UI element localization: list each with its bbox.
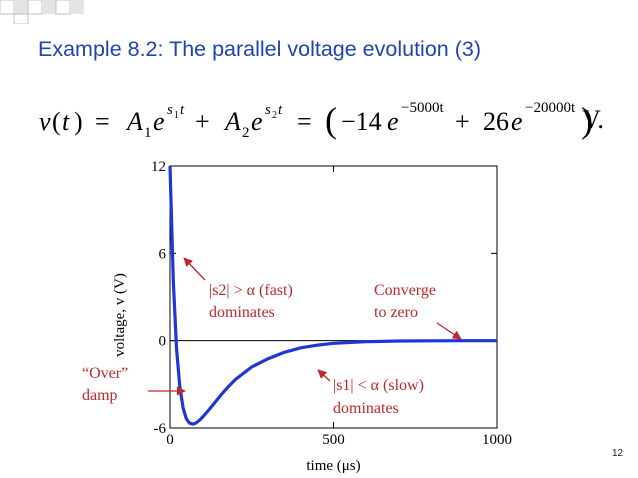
annotation-over-line1: “Over” bbox=[82, 365, 128, 382]
eq-s1-sub: 1 bbox=[174, 110, 179, 121]
eq-coef1: −14 bbox=[341, 107, 382, 136]
annotation-converge-line2: to zero bbox=[374, 304, 418, 321]
x-tick-label: 1000 bbox=[482, 432, 512, 448]
y-tick-label: -6 bbox=[154, 421, 167, 437]
eq-paren-open: ( bbox=[52, 107, 61, 136]
y-axis-label: voltage, v (V) bbox=[112, 273, 128, 357]
x-axis-label: time (μs) bbox=[306, 458, 360, 474]
eq-s2-sub: 2 bbox=[272, 110, 277, 121]
slide-title: Example 8.2: The parallel voltage evolut… bbox=[38, 37, 481, 61]
eq-t: t bbox=[62, 107, 70, 136]
eq-s1: s bbox=[167, 102, 173, 118]
eq-e1: e bbox=[153, 107, 165, 136]
eq-t2: t bbox=[278, 102, 283, 118]
voltage-equation: v ( t ) = A 1 e s 1 t + A 2 e s 2 t = ( … bbox=[39, 100, 593, 141]
annotation-slow-line1: |s1| < α (slow) bbox=[333, 377, 424, 394]
eq-v: v bbox=[39, 107, 51, 136]
arrow-slow bbox=[317, 369, 331, 382]
x-tick-label: 0 bbox=[166, 432, 174, 448]
annotation-slow-line2: dominates bbox=[333, 400, 399, 417]
eq-bigparen-close: ) bbox=[581, 100, 593, 140]
eq-s2: s bbox=[265, 102, 271, 118]
eq-bigparen-open: ( bbox=[325, 100, 337, 140]
y-tick-label: 12 bbox=[151, 159, 166, 175]
arrow-converge bbox=[436, 322, 462, 340]
eq-A2-sub: 2 bbox=[242, 125, 250, 141]
eq-plus-2: + bbox=[455, 107, 470, 136]
page-number: 12 bbox=[612, 448, 624, 459]
annotation-converge-line1: Converge bbox=[374, 282, 436, 299]
y-tick-label: 0 bbox=[159, 334, 167, 350]
eq-paren-close: ) bbox=[74, 107, 83, 136]
eq-e2: e bbox=[251, 107, 263, 136]
eq-exp1: −5000t bbox=[401, 100, 444, 116]
title-decoration bbox=[0, 0, 84, 24]
eq-equals-1: = bbox=[95, 107, 110, 136]
eq-A2: A bbox=[223, 107, 241, 136]
eq-A1-sub: 1 bbox=[144, 125, 152, 141]
annotation-fast-line1: |s2| > α (fast) bbox=[209, 282, 293, 299]
eq-exp2: −20000t bbox=[525, 100, 576, 116]
annotation-fast-line2: dominates bbox=[209, 304, 275, 321]
eq-coef2: 26 bbox=[483, 107, 509, 136]
eq-A1: A bbox=[125, 107, 143, 136]
annotation-over-line2: damp bbox=[82, 387, 118, 404]
eq-equals-2: = bbox=[297, 107, 312, 136]
y-tick-label: 6 bbox=[159, 246, 167, 262]
x-tick-label: 500 bbox=[322, 432, 345, 448]
eq-t1: t bbox=[180, 102, 185, 118]
eq-e4: e bbox=[511, 107, 523, 136]
eq-plus-1: + bbox=[195, 107, 210, 136]
eq-e3: e bbox=[387, 107, 399, 136]
voltage-curve bbox=[168, 165, 497, 426]
eq-unit: V. bbox=[582, 105, 604, 134]
arrow-fast bbox=[183, 257, 206, 281]
